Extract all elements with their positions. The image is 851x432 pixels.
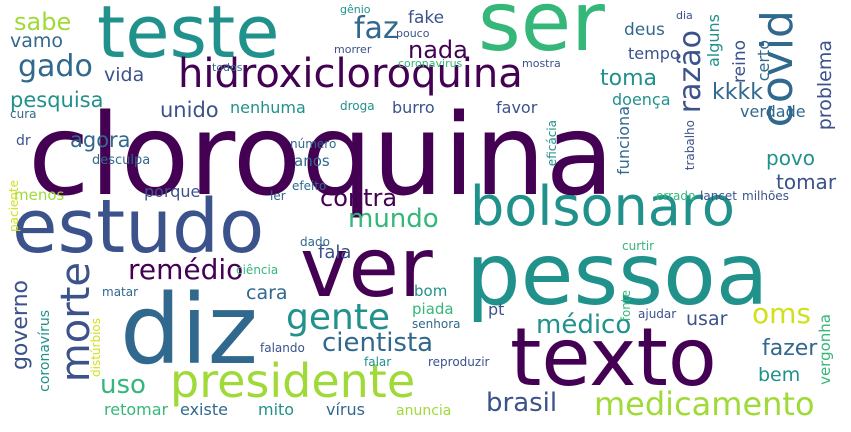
word-menos: menos <box>14 186 65 204</box>
word-efeito: efeito <box>292 179 327 193</box>
word-dado: dado <box>300 235 330 249</box>
word-fazer: fazer <box>762 336 818 361</box>
word-ajudar: ajudar <box>638 307 677 321</box>
word-verdade: verdade <box>740 102 806 121</box>
word-toma: toma <box>600 66 657 91</box>
word-pt: pt <box>488 300 505 319</box>
word-numero: número <box>290 137 337 151</box>
word-razao: razão <box>673 30 708 114</box>
word-anos: anos <box>294 152 330 170</box>
word-uso: uso <box>100 370 146 400</box>
word-sabe: sabe <box>14 8 72 36</box>
word-falar: falar <box>364 355 392 369</box>
word-agora: agora <box>70 128 131 152</box>
word-brasil: brasil <box>486 388 558 418</box>
word-nenhuma: nenhuma <box>230 98 306 117</box>
word-desculpa: desculpa <box>92 153 151 168</box>
word-reproduzir: reproduzir <box>428 355 490 369</box>
word-gente: gente <box>286 297 391 338</box>
word-vida: vida <box>104 64 145 86</box>
word-faz: faz <box>354 11 399 46</box>
word-ser: ser <box>478 0 605 70</box>
word-tomar: tomar <box>776 170 837 194</box>
word-vamo: vamo <box>10 30 64 52</box>
word-doenca: doença <box>612 90 671 109</box>
word-reino: reino <box>730 40 750 83</box>
word-morrer: morrer <box>334 43 372 56</box>
word-mundo: mundo <box>348 204 439 234</box>
word-pesquisa: pesquisa <box>10 88 104 112</box>
word-deus: deus <box>624 20 665 40</box>
word-funciona: funciona <box>614 106 633 175</box>
word-kkkk: kkkk <box>712 80 763 105</box>
word-vergonha: vergonha <box>816 314 834 385</box>
word-unido: unido <box>160 98 219 122</box>
word-milhoes: milhões <box>742 189 789 203</box>
word-porque: porque <box>144 182 201 201</box>
word-hidroxicloroquina: hidroxicloroquina <box>178 51 523 97</box>
word-nada: nada <box>408 36 468 64</box>
word-tempo: tempo <box>628 44 680 63</box>
word-usar: usar <box>686 308 728 330</box>
word-alguns: alguns <box>704 14 723 68</box>
word-estudo: estudo <box>12 184 265 270</box>
word-fake: fake <box>408 8 445 28</box>
word-genio: gênio <box>340 3 371 16</box>
word-piada: piada <box>412 300 454 318</box>
word-pouco: pouco <box>396 27 430 40</box>
word-presidente: presidente <box>170 354 416 408</box>
word-governo: governo <box>8 280 33 371</box>
word-favor: favor <box>496 98 538 117</box>
word-mostra: mostra <box>522 57 561 70</box>
word-mito: mito <box>258 400 295 419</box>
word-oms: oms <box>752 297 811 330</box>
word-ciencia: ciência <box>236 263 279 277</box>
word-burro: burro <box>392 98 435 117</box>
word-virus: vírus <box>326 400 365 419</box>
word-medicamento: medicamento <box>594 385 815 423</box>
word-paciente: paciente <box>7 180 21 232</box>
word-matar: matar <box>102 285 139 299</box>
word-cura: cura <box>10 107 37 121</box>
word-lancet: lancet <box>700 189 737 203</box>
word-fala: fala <box>318 242 352 263</box>
word-cara: cara <box>246 282 288 304</box>
word-remedio: remédio <box>128 253 244 286</box>
word-problema: problema <box>814 40 836 131</box>
word-senhora: senhora <box>412 317 461 331</box>
word-droga: droga <box>340 99 375 113</box>
word-gado: gado <box>18 49 93 84</box>
word-dia: dia <box>676 9 693 22</box>
word-diz: diz <box>120 274 258 386</box>
word-retomar: retomar <box>104 400 169 419</box>
word-bolsonaro: bolsonaro <box>470 175 735 238</box>
word-todos: todos <box>212 61 243 74</box>
word-curtir: curtir <box>622 239 655 253</box>
word-bem: bem <box>758 364 801 386</box>
word-errado: errado <box>656 189 696 203</box>
word-existe: existe <box>180 400 228 419</box>
word-ver: ver <box>300 221 433 316</box>
word-certo: certo <box>754 40 773 82</box>
word-cientista: cientista <box>322 328 434 358</box>
word-dr: dr <box>16 133 31 149</box>
word-anuncia: anuncia <box>396 403 452 419</box>
word-fonte: fonte <box>619 290 633 322</box>
word-ler: ler <box>270 189 286 203</box>
word-falando: falando <box>260 341 305 355</box>
word-medico: médico <box>536 310 632 340</box>
word-pessoa: pessoa <box>466 225 769 325</box>
word-coronavirus-acc: coronavírus <box>37 310 53 392</box>
word-texto: texto <box>510 311 717 404</box>
word-bom: bom <box>414 282 448 300</box>
word-cloroquina: cloroquina <box>28 91 615 221</box>
word-teste: teste <box>97 0 280 74</box>
word-povo: povo <box>766 146 816 170</box>
word-eficacia: eficácia <box>545 120 559 167</box>
word-trabalho: trabalho <box>683 120 697 171</box>
word-coronavirus: coronavirus <box>398 57 463 70</box>
word-contra: contra <box>320 184 398 212</box>
word-disturbios: distúrbios <box>89 318 103 377</box>
